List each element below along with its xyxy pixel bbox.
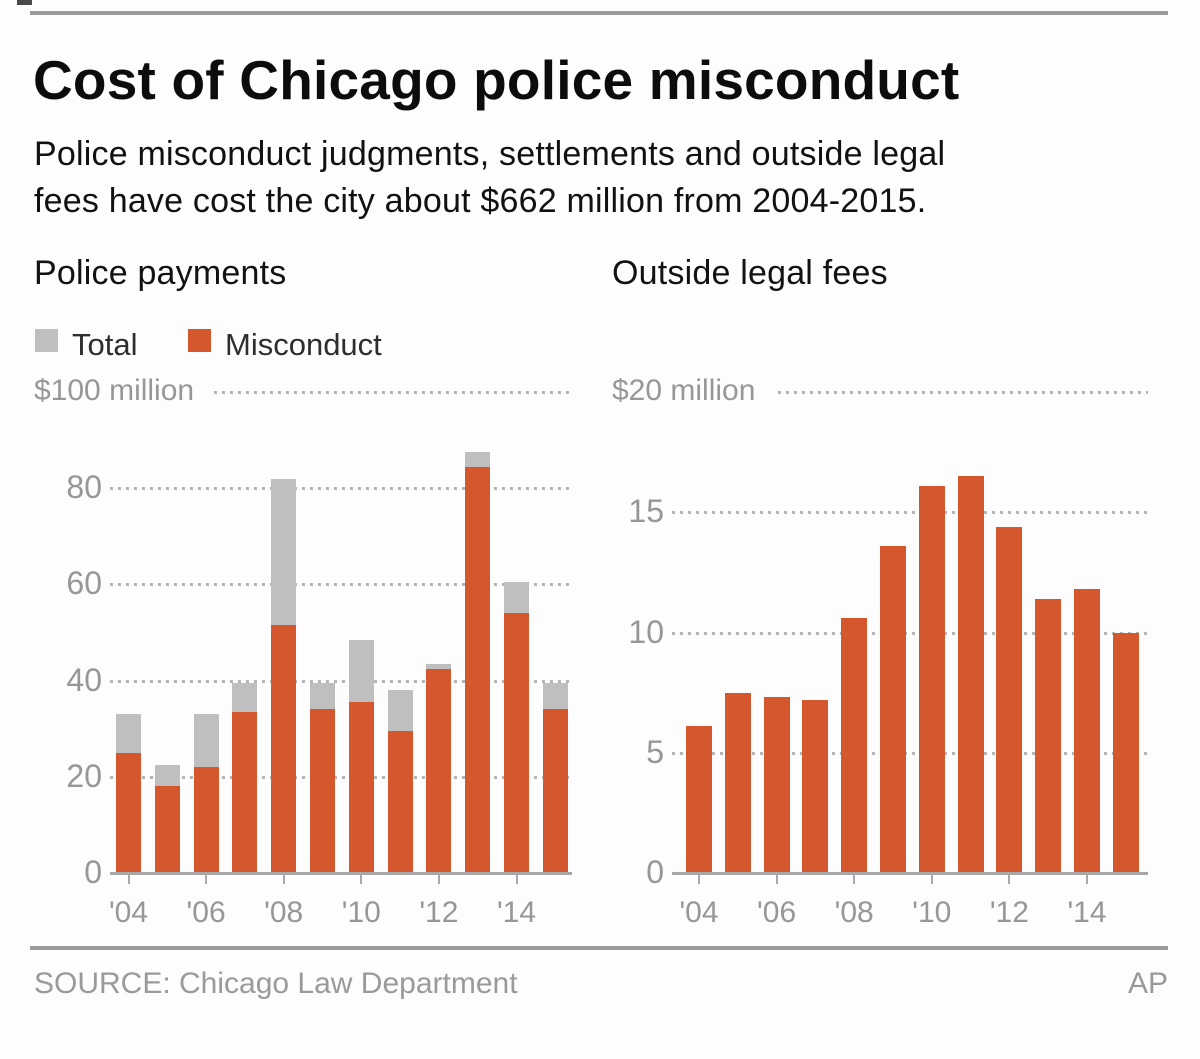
x-tick-mark-06 [205,875,208,884]
bar-misconduct-2004 [116,752,141,873]
x-tick-mark-12 [1008,875,1011,884]
x-axis-line [110,872,572,875]
chart-title-outside-legal-fees: Outside legal fees [612,254,888,292]
bar-outside-legal-fees-2013 [1035,598,1062,873]
gridline-5 [672,751,1148,755]
gridline-20 [110,775,572,779]
source-credit: SOURCE: Chicago Law Department [34,967,518,1000]
x-tick-label-12: '12 [419,896,459,929]
gridline-80 [110,487,572,491]
x-tick-label-06: '06 [186,896,226,929]
y-tick-label-20: 20 [66,757,102,794]
x-tick-label-12: '12 [989,896,1029,929]
bar-outside-legal-fees-2011 [957,476,984,873]
chart-title-police-payments: Police payments [34,254,287,292]
graphic-title: Cost of Chicago police misconduct [33,49,960,111]
gridline-15 [672,511,1148,515]
bar-misconduct-2010 [348,702,374,873]
gridline-40 [110,679,572,683]
bar-misconduct-2015 [542,709,568,873]
bar-outside-legal-fees-2009 [880,545,906,873]
bar-outside-legal-fees-2008 [841,618,868,873]
y-tick-label-60: 60 [66,565,102,602]
x-tick-mark-10 [360,875,363,884]
bar-misconduct-2014 [504,613,529,873]
bar-outside-legal-fees-2005 [724,692,751,873]
bar-outside-legal-fees-2006 [763,697,790,873]
x-tick-mark-08 [853,875,856,884]
legend-label-total: Total [72,327,138,362]
x-tick-label-10: '10 [341,896,381,929]
bar-outside-legal-fees-2015 [1112,632,1139,873]
x-tick-mark-06 [775,875,778,884]
x-tick-label-10: '10 [912,896,952,929]
bar-outside-legal-fees-2004 [686,726,712,873]
x-tick-label-06: '06 [757,896,797,929]
x-tick-mark-04 [127,875,130,884]
x-axis-line [672,872,1148,875]
x-tick-label-14: '14 [496,896,537,929]
y-tick-label-0: 0 [84,854,102,890]
ap-credit: AP [1127,967,1168,1000]
gridline-max [214,391,572,394]
y-tick-label-40: 40 [66,661,102,698]
legend-label-misconduct: Misconduct [225,327,382,362]
x-tick-mark-08 [282,875,285,884]
bottom-divider-rule [30,946,1168,950]
x-tick-mark-12 [437,875,440,884]
screen-edge-artifact [17,0,32,5]
bar-outside-legal-fees-2010 [918,485,945,873]
bar-outside-legal-fees-2014 [1074,589,1100,873]
x-tick-mark-14 [1086,875,1088,884]
top-divider-rule [30,11,1168,15]
x-tick-mark-14 [515,875,518,884]
x-tick-label-08: '08 [834,896,874,929]
legend-swatch-total [35,329,58,352]
bar-misconduct-2005 [154,786,180,873]
gridline-max [778,391,1148,394]
x-tick-label-04: '04 [679,896,719,929]
bar-outside-legal-fees-2012 [996,526,1023,873]
subtitle-line-2: fees have cost the city about $662 milli… [34,182,927,220]
graphic-subtitle: Police misconduct judgments, settlements… [34,131,1184,225]
bar-misconduct-2013 [465,466,491,873]
axis-max-label: $100 million [34,374,195,407]
x-tick-mark-10 [930,875,933,884]
bar-misconduct-2012 [426,668,452,873]
y-tick-label-5: 5 [646,733,664,770]
bar-misconduct-2006 [193,767,219,873]
bar-misconduct-2008 [271,625,297,873]
subtitle-line-1: Police misconduct judgments, settlements… [34,135,946,173]
x-tick-label-04: '04 [108,896,149,929]
bar-misconduct-2011 [387,731,413,873]
bar-misconduct-2007 [232,711,258,873]
legend-swatch-misconduct [188,329,211,352]
x-tick-mark-04 [698,875,700,884]
gridline-10 [672,631,1148,635]
y-tick-label-80: 80 [66,469,102,506]
y-tick-label-0: 0 [646,854,664,890]
bar-outside-legal-fees-2007 [802,699,829,873]
bar-misconduct-2009 [310,709,335,873]
gridline-60 [110,583,572,587]
x-tick-label-14: '14 [1067,896,1107,929]
x-tick-label-08: '08 [264,896,304,929]
y-tick-label-10: 10 [628,613,664,650]
y-tick-label-15: 15 [628,493,664,530]
axis-max-label: $20 million [612,374,756,407]
